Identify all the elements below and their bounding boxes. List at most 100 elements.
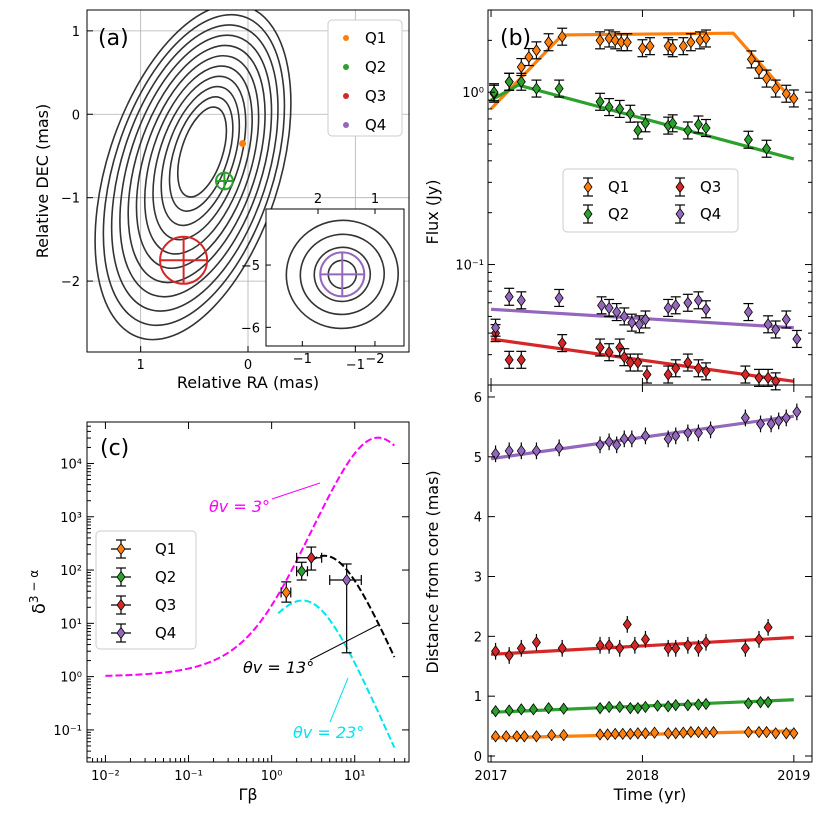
data-point [686,36,696,49]
data-point [743,305,753,319]
data-point [610,727,620,741]
data-point [603,728,613,741]
data-point [640,727,650,740]
data-point [663,727,673,740]
data-point [630,639,640,652]
panel-c-points [280,546,362,654]
contour-ellipse [94,10,292,341]
model-curve-theta-3 [105,436,396,677]
data-point [693,698,703,711]
data-point [612,438,622,452]
panel-c-frame [86,421,410,763]
data-point [774,414,784,428]
point-q1 [280,581,292,603]
data-point [762,142,772,155]
data-point [693,294,703,307]
data-point [612,305,622,319]
data-point [754,725,764,739]
y-tick-label: −2 [61,275,80,290]
panel-d-points [491,403,802,743]
legend-label-q3: Q3 [155,596,176,614]
x-tick-label: 0 [244,358,252,373]
contour-ellipse [176,106,228,198]
data-point [663,642,673,655]
legend-label-q2: Q2 [155,568,176,586]
data-point [622,36,632,49]
x-tick-label: 2017 [474,769,507,784]
contour-ellipse [160,85,241,227]
data-point [756,695,766,709]
data-point [754,371,764,385]
data-point [709,725,719,739]
legend-label-q2: Q2 [365,58,386,76]
panel-b: 10⁰ 10⁻¹ (b) Flux (Jy) Q1 Q2 Q3 Q4 [423,9,813,391]
component-marker [239,139,247,147]
legend-marker-q1 [116,542,126,556]
x-tick-label: 10¹ [344,769,366,784]
data-point [678,726,688,739]
data-point [595,728,605,741]
legend-marker-q2 [116,570,126,584]
legend-label-q2: Q2 [608,205,629,223]
data-point [701,121,711,135]
data-point [743,133,753,146]
data-point [686,725,696,739]
data-point [771,323,781,336]
data-point [663,700,673,713]
data-point [557,30,567,43]
data-point [781,87,791,100]
fit-line-q2 [490,83,795,161]
legend-label-q1: Q1 [365,29,386,47]
panel-d-xlabel: Time (yr) [613,785,687,804]
data-point [531,44,541,57]
data-point [668,117,678,130]
series-q1 [489,27,799,108]
data-point [789,92,799,105]
panel-d-ticks: 2017 2018 2019 0 1 2 3 4 5 6 [474,385,812,784]
component-q1 [239,139,247,147]
series-q3 [491,615,773,664]
legend-marker-q2 [343,64,349,70]
data-point [615,700,625,714]
data-point [604,32,614,45]
data-point [516,703,526,716]
data-point [642,368,652,381]
data-point [781,727,791,740]
legend-label-q1: Q1 [608,178,629,196]
data-point [663,368,673,381]
inset-x-tick-label: −2 [365,352,384,367]
series-q2 [489,72,772,158]
data-point [619,432,629,446]
panel-d-ylabel: Distance from core (mas) [423,470,442,673]
annotation-pointer-theta-13 [309,624,379,661]
legend-marker-q1 [583,180,593,194]
data-point [504,444,514,458]
y-tick-label: 4 [474,511,482,526]
data-point [491,704,501,718]
data-point [678,39,688,53]
legend-label-q3: Q3 [365,87,386,105]
inset-top-tick-label: 1 [371,192,379,207]
data-point [524,50,534,64]
x-tick-label: −1 [346,358,365,373]
data-point [604,639,614,652]
data-point [559,728,569,742]
panel-a-contours [94,10,292,341]
data-point [781,411,791,425]
panel-a-inset: −1 −2 −5 −6 2 1 [241,192,405,367]
y-tick-label: 10⁰ [462,86,484,101]
legend-label-q4: Q4 [155,624,176,642]
data-point [531,730,541,743]
y-tick-label: 5 [474,451,482,466]
data-point [625,356,635,369]
data-point [531,444,541,458]
data-point [645,39,655,53]
panel-c: 10⁻² 10⁻¹ 10⁰ 10¹ 10⁻¹ 10⁰ 10¹ 10² 10³ 10⁴ (c) Γβ… [27,421,410,804]
panel-a-xlabel: Relative RA (mas) [177,373,319,392]
data-point [683,639,693,652]
legend-marker-q2 [583,207,593,221]
panel-c-legend: Q1 Q2 Q3 Q4 [95,530,197,650]
data-point [762,72,772,85]
panel-c-ticks: 10⁻² 10⁻¹ 10⁰ 10¹ 10⁻¹ 10⁰ 10¹ 10² 10³ 10⁴ [53,421,409,784]
data-point [516,294,526,307]
